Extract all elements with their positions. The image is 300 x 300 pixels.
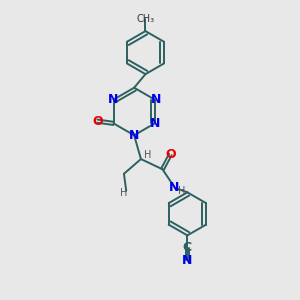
Text: N: N <box>182 254 193 267</box>
Text: O: O <box>92 115 103 128</box>
Text: N: N <box>169 181 180 194</box>
Text: H: H <box>120 188 128 199</box>
Text: CH₃: CH₃ <box>136 14 154 24</box>
Text: O: O <box>165 148 176 161</box>
Text: N: N <box>108 93 119 106</box>
Text: N: N <box>150 117 160 130</box>
Text: H: H <box>178 185 185 196</box>
Text: C: C <box>183 241 192 254</box>
Text: H: H <box>144 150 151 160</box>
Text: N: N <box>129 129 139 142</box>
Text: N: N <box>151 93 161 106</box>
